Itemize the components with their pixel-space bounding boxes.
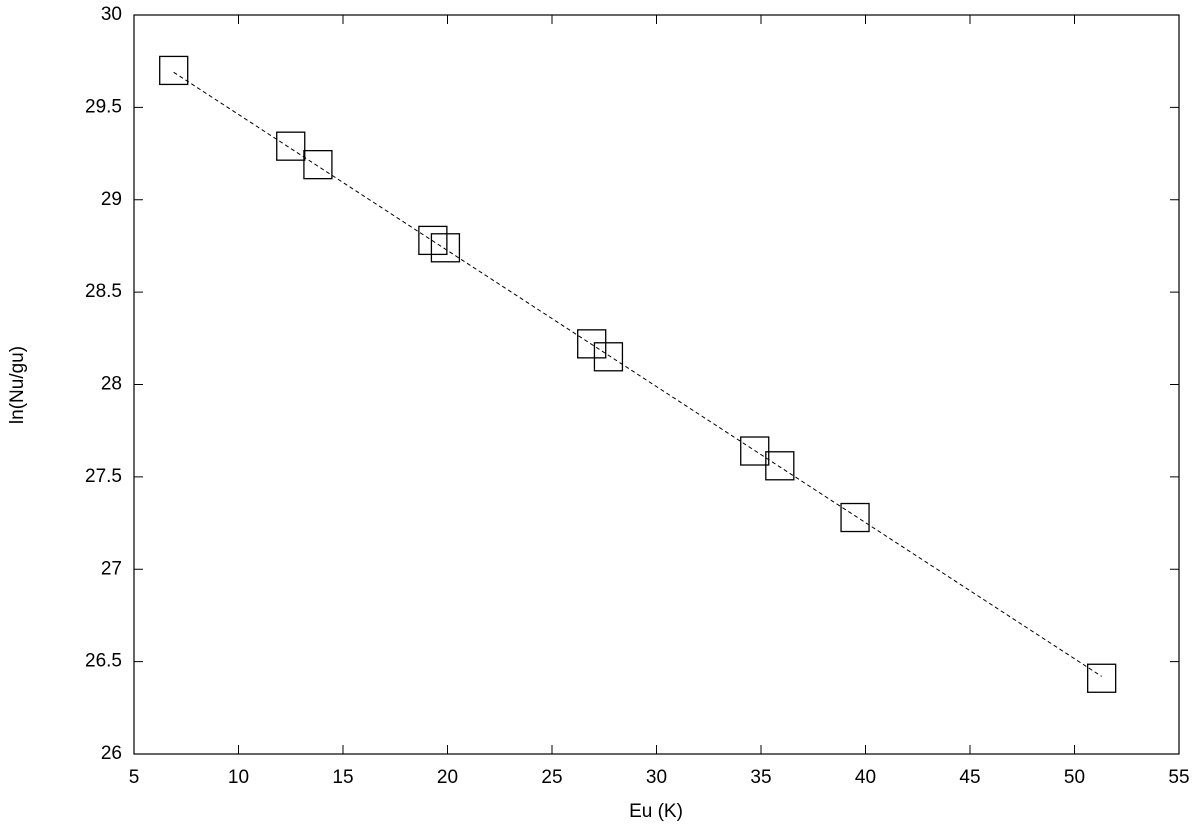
data-point (159, 55, 189, 86)
data-point (276, 131, 306, 161)
plot-frame (133, 14, 1180, 755)
y-tick-label: 28 (101, 374, 122, 395)
x-tick-label: 10 (228, 767, 249, 788)
data-point (418, 225, 448, 256)
y-axis-label: ln(Nu/gu) (7, 346, 28, 424)
data-point (1087, 663, 1117, 693)
fit-line (173, 71, 1102, 677)
y-tick-label: 26.5 (85, 651, 122, 672)
data-point (577, 329, 607, 359)
data-point (765, 451, 795, 481)
y-tick-label: 26 (101, 743, 122, 764)
x-tick-label: 30 (646, 767, 667, 788)
x-tick-label: 35 (750, 767, 771, 788)
x-tick-label: 15 (332, 767, 353, 788)
x-tick-label: 20 (437, 767, 458, 788)
x-tick-label: 25 (541, 767, 562, 788)
x-tick-label: 45 (959, 767, 980, 788)
x-tick-label: 40 (855, 767, 876, 788)
x-tick-label: 50 (1064, 767, 1085, 788)
data-point (740, 436, 770, 466)
x-axis-label: Eu (K) (629, 801, 683, 822)
y-tick-label: 29 (101, 189, 122, 210)
x-tick-label: 5 (129, 767, 140, 788)
data-point (593, 342, 624, 372)
y-tick-label: 28.5 (85, 281, 122, 302)
y-tick-label: 27.5 (85, 466, 122, 487)
y-tick-label: 30 (101, 4, 122, 25)
y-tick-label: 29.5 (85, 96, 122, 117)
data-point (303, 149, 333, 180)
y-tick-label: 27 (101, 558, 122, 579)
x-tick-label: 55 (1168, 767, 1189, 788)
data-point (430, 233, 461, 263)
data-point (840, 502, 870, 533)
